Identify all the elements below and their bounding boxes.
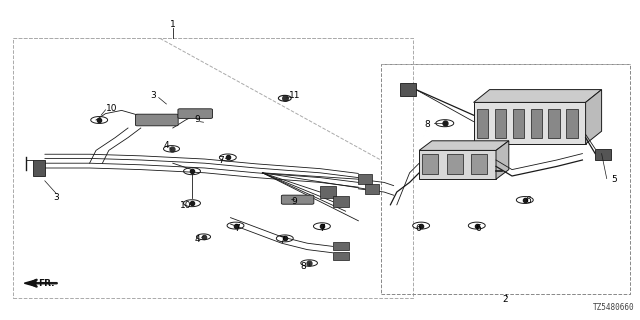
Text: 7: 7 (279, 236, 284, 245)
Text: 7: 7 (218, 156, 223, 165)
Text: 11: 11 (289, 92, 300, 100)
Bar (333, 242, 349, 250)
Polygon shape (474, 90, 602, 102)
Text: 6: 6 (526, 196, 531, 205)
Text: 7: 7 (319, 224, 324, 233)
Polygon shape (24, 280, 36, 286)
Text: 6: 6 (416, 224, 421, 233)
Polygon shape (474, 102, 586, 144)
Bar (365, 184, 379, 194)
Text: 8: 8 (424, 120, 429, 129)
Text: 2: 2 (503, 295, 508, 304)
Bar (400, 83, 416, 96)
Text: 4: 4 (164, 141, 169, 150)
Text: 8: 8 (301, 262, 306, 271)
Text: 10: 10 (180, 201, 191, 210)
Bar (33, 160, 45, 176)
Bar (447, 154, 463, 174)
FancyBboxPatch shape (282, 195, 314, 204)
Text: 3: 3 (54, 193, 59, 202)
Polygon shape (419, 150, 496, 179)
Text: 4: 4 (195, 235, 200, 244)
Text: 10: 10 (106, 104, 118, 113)
Bar (595, 149, 611, 160)
Text: 6: 6 (476, 224, 481, 233)
Polygon shape (586, 90, 602, 144)
Bar (422, 154, 438, 174)
Bar (513, 109, 524, 138)
Bar (531, 109, 542, 138)
Text: FR.: FR. (38, 279, 55, 288)
Bar (320, 186, 336, 198)
Bar (548, 109, 560, 138)
Text: 5: 5 (612, 175, 617, 184)
Text: 7: 7 (234, 224, 239, 233)
Text: 9: 9 (292, 197, 297, 206)
Bar (566, 109, 578, 138)
Bar (333, 252, 349, 260)
Text: TZ5480660: TZ5480660 (593, 303, 635, 312)
Bar (333, 196, 349, 207)
Text: 1: 1 (170, 20, 175, 29)
Polygon shape (419, 141, 509, 150)
Bar (477, 109, 488, 138)
Bar (358, 174, 372, 184)
Polygon shape (496, 141, 509, 179)
Text: 9: 9 (195, 115, 200, 124)
Bar (471, 154, 487, 174)
Bar (495, 109, 506, 138)
FancyBboxPatch shape (178, 109, 212, 118)
Text: 3: 3 (151, 92, 156, 100)
FancyBboxPatch shape (136, 114, 178, 126)
